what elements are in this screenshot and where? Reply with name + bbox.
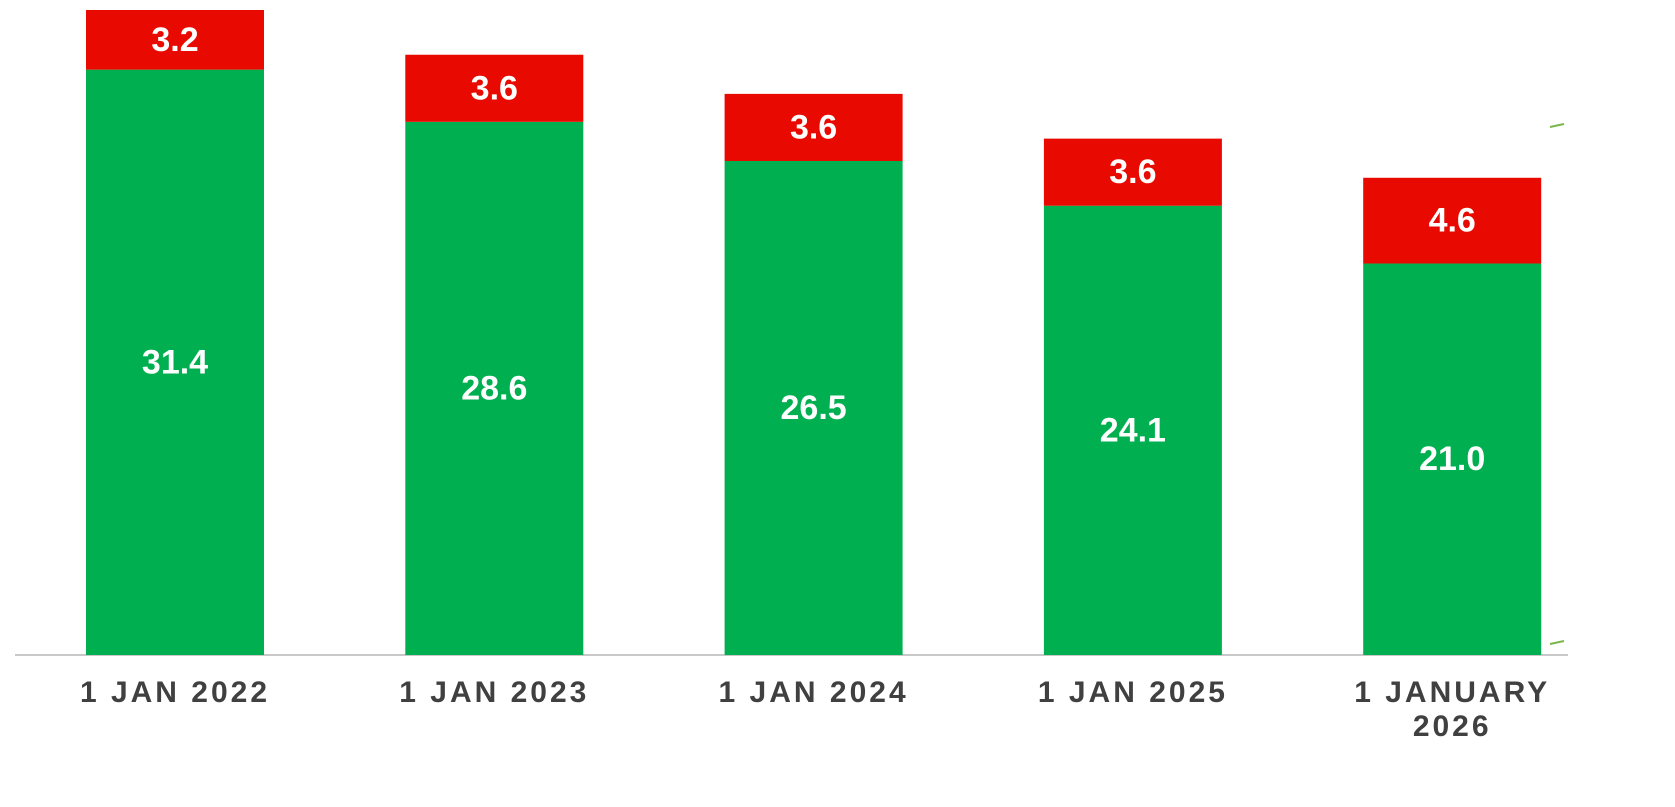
bar-segment	[86, 10, 264, 70]
bar-segment	[1043, 138, 1222, 206]
bar-segment	[405, 121, 584, 655]
x-tick-label: 1 JAN 2024	[718, 676, 909, 709]
data-label: 3.6	[790, 108, 837, 146]
x-tick-label: 1 JANUARY 2026	[1354, 676, 1551, 743]
data-label: 28.6	[461, 369, 527, 407]
data-label: 4.6	[1429, 202, 1476, 240]
bar-segment	[1363, 263, 1542, 655]
x-tick-label: 1 JAN 2025	[1037, 676, 1228, 709]
data-label: 31.4	[142, 343, 208, 381]
bar-segment	[1363, 177, 1542, 264]
x-tick-label: 1 JAN 2023	[399, 676, 590, 709]
x-tick-label: 1 JAN 2022	[79, 676, 271, 709]
data-label: 3.2	[151, 21, 198, 59]
decoration	[1549, 123, 1565, 128]
decoration	[1549, 640, 1565, 645]
bar-segment	[405, 54, 584, 122]
data-label: 26.5	[781, 389, 847, 427]
bar-segment	[724, 160, 903, 655]
data-label: 21.0	[1419, 440, 1485, 478]
data-label: 3.6	[1109, 153, 1156, 191]
bar-segment	[1043, 205, 1222, 655]
data-label: 24.1	[1100, 411, 1166, 449]
bar-segment	[724, 93, 903, 161]
data-label: 3.6	[471, 69, 518, 107]
bar-segment	[86, 69, 264, 655]
